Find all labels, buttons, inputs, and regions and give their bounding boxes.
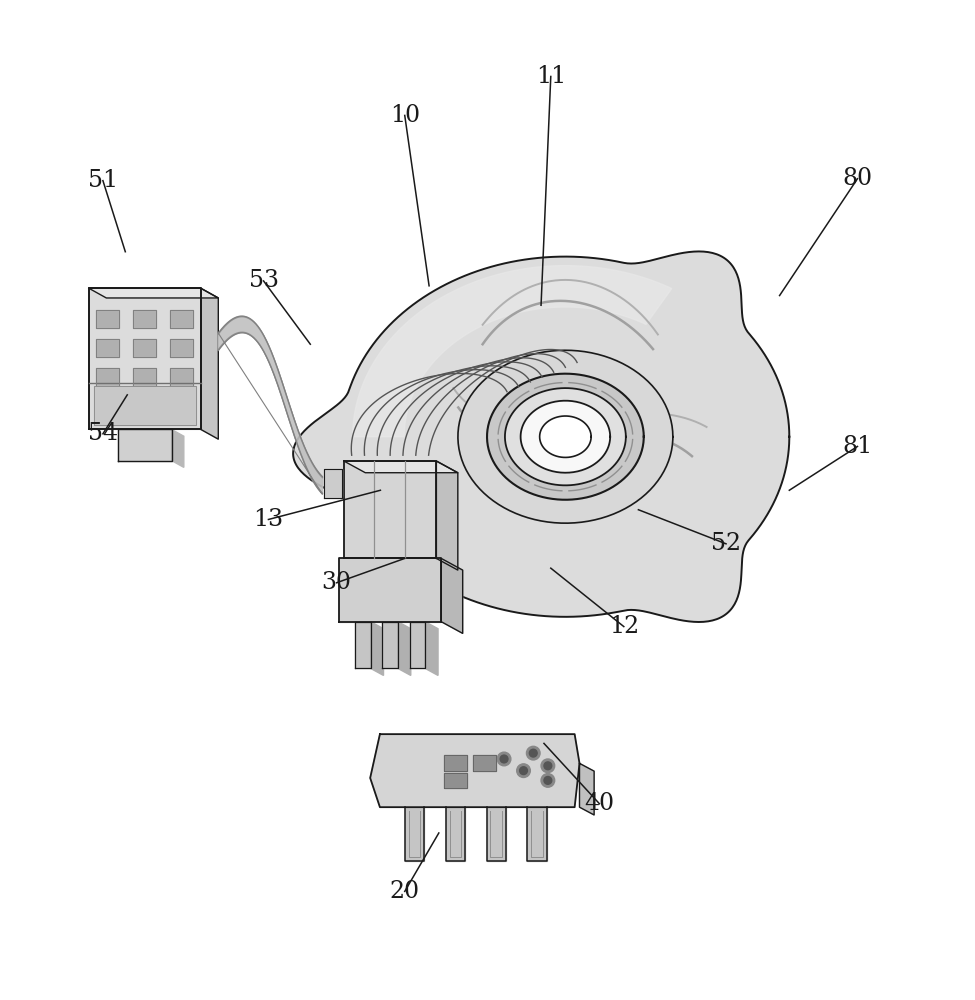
Circle shape <box>520 767 527 775</box>
Polygon shape <box>410 622 425 668</box>
Polygon shape <box>96 368 119 386</box>
Polygon shape <box>539 416 591 457</box>
Polygon shape <box>133 310 156 328</box>
Polygon shape <box>172 429 184 467</box>
Polygon shape <box>325 469 342 498</box>
Text: 51: 51 <box>88 169 118 192</box>
Polygon shape <box>521 401 610 473</box>
Text: 10: 10 <box>390 104 420 127</box>
Polygon shape <box>293 251 790 622</box>
Circle shape <box>500 755 508 763</box>
Text: 53: 53 <box>249 269 279 292</box>
Polygon shape <box>370 734 579 807</box>
Polygon shape <box>353 266 672 437</box>
Polygon shape <box>405 807 424 861</box>
Polygon shape <box>444 755 467 771</box>
Text: 40: 40 <box>584 792 614 815</box>
Polygon shape <box>89 288 218 298</box>
Polygon shape <box>473 755 496 771</box>
Polygon shape <box>171 310 193 328</box>
Polygon shape <box>446 807 465 861</box>
Text: 52: 52 <box>711 532 741 555</box>
Polygon shape <box>171 368 193 386</box>
Text: 11: 11 <box>535 65 566 88</box>
Polygon shape <box>488 374 644 500</box>
Polygon shape <box>344 461 458 473</box>
Polygon shape <box>505 388 626 485</box>
Text: 81: 81 <box>842 435 873 458</box>
Polygon shape <box>133 368 156 386</box>
Polygon shape <box>442 558 463 633</box>
Polygon shape <box>118 429 172 461</box>
Polygon shape <box>398 622 410 675</box>
Polygon shape <box>133 339 156 357</box>
Polygon shape <box>89 288 201 429</box>
Circle shape <box>541 759 555 773</box>
Polygon shape <box>579 763 594 815</box>
Polygon shape <box>355 622 370 668</box>
Text: 80: 80 <box>842 167 873 190</box>
Text: 13: 13 <box>254 508 284 531</box>
Polygon shape <box>96 310 119 328</box>
Polygon shape <box>527 807 547 861</box>
Circle shape <box>544 777 552 784</box>
Polygon shape <box>94 386 196 425</box>
Polygon shape <box>96 339 119 357</box>
Polygon shape <box>458 350 673 523</box>
Polygon shape <box>425 622 438 675</box>
Circle shape <box>517 764 530 777</box>
Circle shape <box>526 746 540 760</box>
Polygon shape <box>201 288 218 439</box>
Text: 30: 30 <box>322 571 352 594</box>
Polygon shape <box>487 807 506 861</box>
Text: 54: 54 <box>88 422 118 445</box>
Polygon shape <box>382 622 398 668</box>
Polygon shape <box>437 461 458 570</box>
Circle shape <box>541 774 555 787</box>
Circle shape <box>529 749 537 757</box>
Text: 12: 12 <box>608 615 639 638</box>
Circle shape <box>497 752 511 766</box>
Polygon shape <box>370 622 383 675</box>
Polygon shape <box>171 339 193 357</box>
Polygon shape <box>344 461 437 558</box>
Polygon shape <box>218 316 323 494</box>
Text: 20: 20 <box>390 880 420 903</box>
Circle shape <box>544 762 552 770</box>
Polygon shape <box>339 558 442 622</box>
Polygon shape <box>444 773 467 788</box>
